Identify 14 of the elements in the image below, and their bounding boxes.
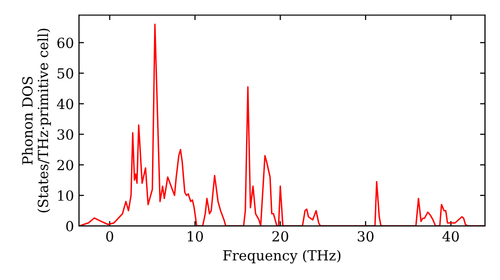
y-tick-label: 60 (57, 38, 74, 48)
y-tick-label: 0 (66, 220, 74, 232)
x-axis-title: Frequency (THz) (223, 250, 340, 264)
x-tick-label: 10 (188, 231, 203, 242)
y-tick-label: 10 (58, 190, 74, 201)
y-tick-label: 20 (57, 160, 74, 170)
y-tick-label: 50 (58, 68, 74, 79)
y-tick-label: 30 (58, 129, 74, 140)
x-tick-label: 20 (272, 231, 288, 242)
x-tick-label: 0 (106, 231, 114, 242)
x-tick-label: 40 (442, 231, 459, 242)
y-tick-label: 40 (56, 98, 74, 110)
y-axis-title: Phonon DOS (States/THz·primitive cell) (22, 28, 51, 212)
x-tick-label: 30 (358, 231, 374, 242)
